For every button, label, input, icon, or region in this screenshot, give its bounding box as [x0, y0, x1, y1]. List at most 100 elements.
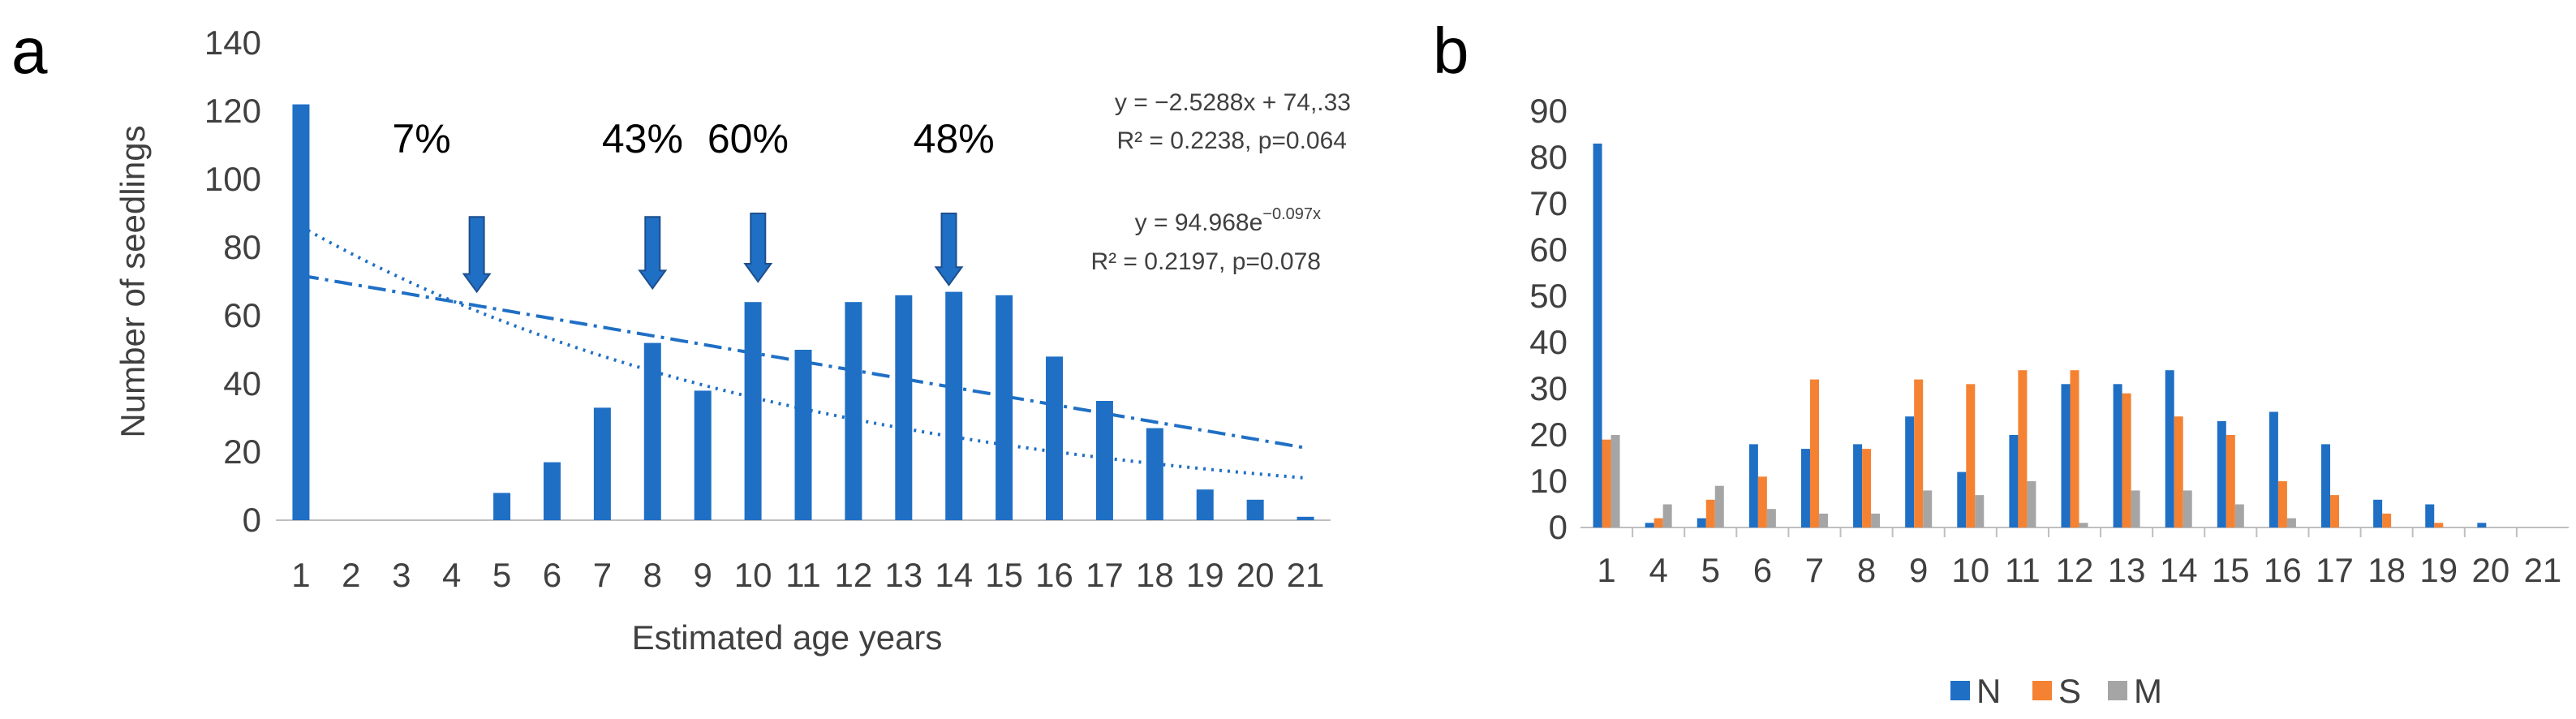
- bar-b-m: [2131, 490, 2140, 527]
- y-tick-label: 40: [223, 364, 261, 403]
- y-tick-label-b: 90: [1529, 92, 1568, 130]
- bar-b-s: [1705, 499, 1715, 527]
- x-tick-label-b: 5: [1701, 551, 1720, 589]
- exponential-trendline: [300, 225, 1306, 480]
- x-tick-label-b: 19: [2419, 551, 2458, 589]
- legend-item-s: S: [2032, 672, 2081, 710]
- bar-b-n: [2269, 411, 2278, 527]
- legend-item-n: N: [1950, 672, 2001, 710]
- bar-b-n: [1697, 518, 1706, 527]
- exponential-equation: y = 94.968e−0.097x: [1135, 205, 1321, 236]
- x-tick-label-b: 12: [2056, 551, 2094, 589]
- legend-swatch-n: [1950, 681, 1970, 700]
- x-tick-label: 5: [492, 556, 511, 594]
- x-tick-label: 20: [1236, 556, 1275, 594]
- y-tick-label: 120: [204, 92, 261, 130]
- bar-b-m: [1662, 504, 1672, 527]
- bar-b-n: [1957, 471, 1967, 527]
- x-tick-label-b: 20: [2471, 551, 2509, 589]
- bar-b-n: [1905, 416, 1915, 527]
- bar-b-s: [2382, 513, 2392, 527]
- percentage-annotation: 60%: [707, 116, 789, 161]
- bar-b-s: [1862, 449, 1872, 527]
- y-tick-label-b: 20: [1529, 415, 1568, 454]
- x-tick-label-b: 14: [2160, 551, 2198, 589]
- bar-a: [593, 407, 611, 520]
- bar-b-s: [1602, 439, 1611, 527]
- x-tick-label-b: 21: [2524, 551, 2562, 589]
- x-tick-label-b: 15: [2212, 551, 2250, 589]
- bar-b-n: [2061, 384, 2071, 527]
- x-tick-label: 21: [1287, 556, 1325, 594]
- bar-b-m: [1766, 509, 1776, 527]
- bar-b-m: [2183, 490, 2192, 527]
- legend-swatch-m: [2108, 681, 2127, 700]
- bar-a: [1196, 489, 1214, 520]
- bar-b-n: [1593, 143, 1602, 527]
- bar-b-n: [2165, 370, 2174, 527]
- bar-b-n: [1853, 444, 1863, 527]
- x-tick-label-b: 16: [2264, 551, 2302, 589]
- bar-a: [1046, 356, 1064, 520]
- legend-swatch-s: [2032, 681, 2052, 700]
- y-tick-label-b: 10: [1529, 462, 1568, 500]
- bar-b-n: [1748, 444, 1758, 527]
- x-tick-label-b: 11: [2005, 551, 2041, 589]
- bar-a: [493, 493, 511, 520]
- bar-a: [845, 302, 862, 520]
- bar-a: [945, 291, 963, 520]
- x-tick-label: 10: [734, 556, 772, 594]
- bar-b-n: [2321, 444, 2331, 527]
- y-tick-label-b: 30: [1529, 369, 1568, 407]
- down-arrow-icon: [743, 213, 773, 283]
- x-tick-label-b: 17: [2316, 551, 2354, 589]
- bar-b-n: [2373, 499, 2383, 527]
- y-tick-label-b: 70: [1529, 184, 1568, 222]
- bar-b-m: [1611, 435, 1620, 527]
- y-tick-label-b: 80: [1529, 138, 1568, 176]
- bar-a: [794, 350, 812, 520]
- x-axis-title: Estimated age years: [632, 618, 943, 657]
- y-tick-label: 60: [223, 296, 261, 334]
- exponential-equation-base: y = 94.968e: [1135, 209, 1263, 236]
- bar-a: [996, 295, 1013, 520]
- bar-a: [744, 302, 762, 520]
- x-tick-label: 2: [342, 556, 360, 594]
- bar-b-s: [2070, 370, 2079, 527]
- panel-label-a: a: [11, 15, 48, 87]
- x-tick-label: 14: [935, 556, 973, 594]
- y-tick-label-b: 0: [1549, 508, 1568, 546]
- bar-b-n: [2009, 435, 2019, 527]
- bar-b-s: [2226, 435, 2235, 527]
- bar-b-s: [1914, 379, 1924, 527]
- bar-a: [1095, 401, 1113, 520]
- legend-label-s: S: [2058, 672, 2081, 710]
- legend-label-n: N: [1976, 672, 2001, 710]
- x-tick-label-b: 7: [1805, 551, 1824, 589]
- x-tick-label-b: 8: [1857, 551, 1876, 589]
- x-tick-label: 12: [835, 556, 873, 594]
- x-tick-label: 15: [985, 556, 1023, 594]
- bar-b-n: [2477, 523, 2487, 527]
- x-tick-label-b: 13: [2108, 551, 2146, 589]
- bar-a: [1146, 428, 1163, 520]
- x-tick-label-b: 10: [1951, 551, 1989, 589]
- bar-a: [895, 295, 913, 520]
- x-tick-label: 7: [593, 556, 612, 594]
- x-tick-label: 19: [1186, 556, 1224, 594]
- linear-r2: R² = 0.2238, p=0.064: [1116, 127, 1347, 154]
- exponential-r2: R² = 0.2197, p=0.078: [1090, 248, 1321, 275]
- bar-b-s: [1757, 476, 1767, 527]
- percentage-annotation: 7%: [392, 116, 450, 161]
- bar-a: [543, 462, 561, 520]
- x-tick-label: 6: [543, 556, 561, 594]
- x-tick-label: 4: [442, 556, 461, 594]
- bar-b-n: [1645, 523, 1654, 527]
- bar-b-m: [1714, 485, 1724, 527]
- x-tick-label: 13: [884, 556, 922, 594]
- bar-b-n: [1800, 449, 1810, 527]
- y-tick-label-b: 40: [1529, 323, 1568, 361]
- y-tick-label: 80: [223, 228, 261, 266]
